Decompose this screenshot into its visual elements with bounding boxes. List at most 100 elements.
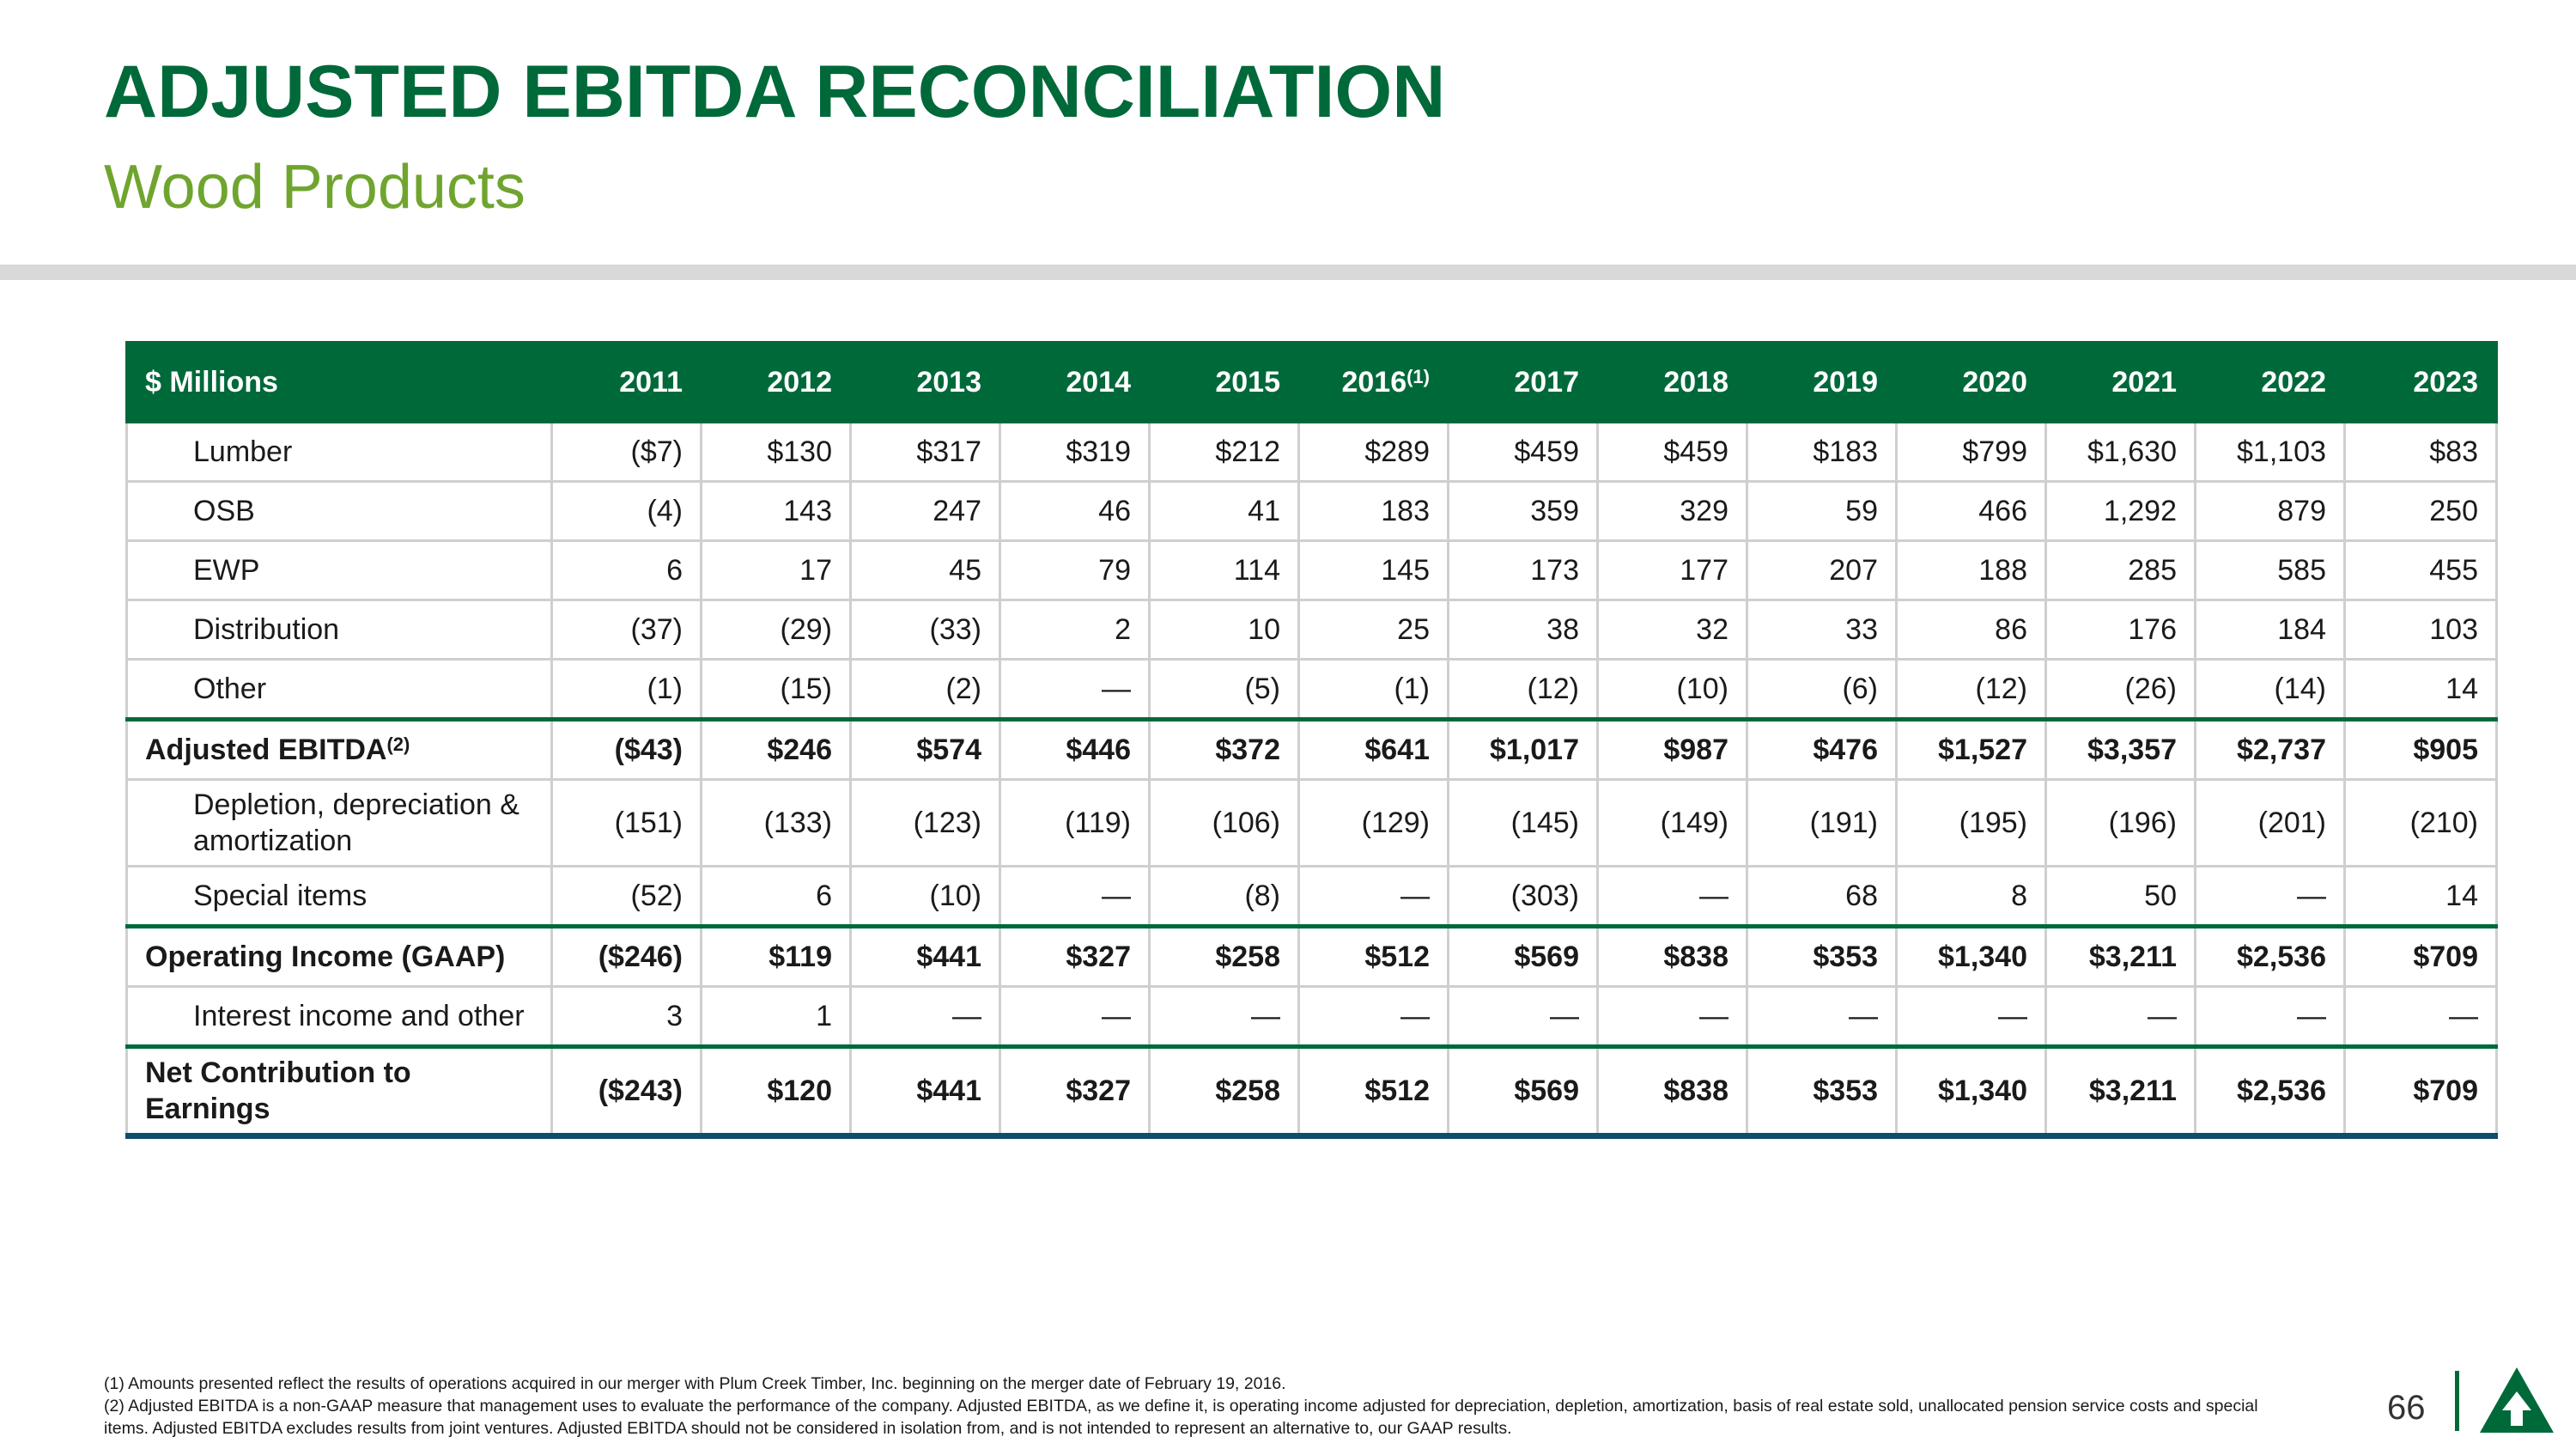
table-cell: $2,536 bbox=[2194, 1044, 2346, 1139]
table-cell: — bbox=[1447, 985, 1599, 1048]
table-cell: 359 bbox=[1447, 480, 1599, 542]
column-header-text: 2016 bbox=[1341, 365, 1407, 399]
column-header: 2015 bbox=[1148, 341, 1300, 423]
table-cell: ($246) bbox=[550, 924, 702, 988]
table-cell: 184 bbox=[2194, 599, 2346, 661]
table-cell: (8) bbox=[1148, 865, 1300, 928]
table-cell: 86 bbox=[1895, 599, 2047, 661]
table-cell: 10 bbox=[1148, 599, 1300, 661]
table-cell: 33 bbox=[1746, 599, 1898, 661]
row-label: Interest income and other bbox=[125, 985, 553, 1048]
ebitda-reconciliation-table: $ Millions 2011 2012 2013 2014 2015 2016… bbox=[125, 341, 2498, 1139]
column-header: 2011 bbox=[550, 341, 702, 423]
table-cell: $838 bbox=[1596, 1044, 1748, 1139]
table-cell: $446 bbox=[999, 717, 1151, 781]
table-cell: 188 bbox=[1895, 539, 2047, 601]
table-cell: 1 bbox=[700, 985, 852, 1048]
row-label: Adjusted EBITDA(2) bbox=[125, 717, 553, 781]
table-cell: 41 bbox=[1148, 480, 1300, 542]
table-row: Distribution (37) (29) (33) 2 10 25 38 32 33 86 176… bbox=[125, 599, 2498, 661]
table-cell: — bbox=[1895, 985, 2047, 1048]
row-label-text: Lumber bbox=[193, 435, 293, 468]
table-cell: $799 bbox=[1895, 421, 2047, 483]
table-cell: (4) bbox=[550, 480, 702, 542]
table-cell: $905 bbox=[2343, 717, 2498, 781]
table-cell: — bbox=[999, 865, 1151, 928]
table-cell: $317 bbox=[849, 421, 1001, 483]
table-cell: 14 bbox=[2343, 865, 2498, 928]
table-cell: — bbox=[1596, 985, 1748, 1048]
table-row: OSB (4) 143 247 46 41 183 359 329 59 466 1,292 879 25… bbox=[125, 480, 2498, 542]
table-cell: $327 bbox=[999, 924, 1151, 988]
table-cell: $130 bbox=[700, 421, 852, 483]
table-cell: 3 bbox=[550, 985, 702, 1048]
table-row: Other (1) (15) (2) — (5) (1) (12) (10) (6) (12) (26… bbox=[125, 658, 2498, 721]
table-cell: $319 bbox=[999, 421, 1151, 483]
table-cell: — bbox=[2194, 985, 2346, 1048]
corner-label: $ Millions bbox=[125, 341, 553, 423]
table-cell: $120 bbox=[700, 1044, 852, 1139]
footnote-marker: (2) bbox=[386, 733, 410, 755]
table-cell: $574 bbox=[849, 717, 1001, 781]
table-cell: — bbox=[1297, 865, 1449, 928]
table-cell: $1,340 bbox=[1895, 924, 2047, 988]
table-cell: (1) bbox=[1297, 658, 1449, 721]
table-cell: (149) bbox=[1596, 778, 1748, 868]
column-header: 2016(1) bbox=[1297, 341, 1449, 423]
footnote: (1) Amounts presented reflect the result… bbox=[104, 1374, 1286, 1393]
footnotes: (1) Amounts presented reflect the result… bbox=[104, 1373, 2302, 1440]
column-header: 2014 bbox=[999, 341, 1151, 423]
footnote-marker: (1) bbox=[1406, 365, 1430, 387]
row-label-text: EWP bbox=[193, 553, 260, 587]
row-label: Lumber bbox=[125, 421, 553, 483]
table-cell: 103 bbox=[2343, 599, 2498, 661]
table-cell: 329 bbox=[1596, 480, 1748, 542]
table-cell: (195) bbox=[1895, 778, 2047, 868]
table-cell: 14 bbox=[2343, 658, 2498, 721]
column-header: 2020 bbox=[1895, 341, 2047, 423]
table-cell: (151) bbox=[550, 778, 702, 868]
row-label: OSB bbox=[125, 480, 553, 542]
table-row: Lumber ($7) $130 $317 $319 $212 $289 $459 $459 $1… bbox=[125, 421, 2498, 483]
table-cell: 1,292 bbox=[2044, 480, 2196, 542]
row-label: Other bbox=[125, 658, 553, 721]
table-cell: (210) bbox=[2343, 778, 2498, 868]
table-cell: $3,211 bbox=[2044, 1044, 2196, 1139]
table-cell: 46 bbox=[999, 480, 1151, 542]
table-cell: $441 bbox=[849, 924, 1001, 988]
row-label: EWP bbox=[125, 539, 553, 601]
table-cell: $987 bbox=[1596, 717, 1748, 781]
table-cell: 183 bbox=[1297, 480, 1449, 542]
table-cell: (6) bbox=[1746, 658, 1898, 721]
row-label: Special items bbox=[125, 865, 553, 928]
table-cell: 176 bbox=[2044, 599, 2196, 661]
table-cell: 8 bbox=[1895, 865, 2047, 928]
table-cell: $709 bbox=[2343, 1044, 2498, 1139]
table-cell: $353 bbox=[1746, 1044, 1898, 1139]
table-cell: (52) bbox=[550, 865, 702, 928]
table-cell: — bbox=[2044, 985, 2196, 1048]
table-row: Depletion, depreciation & amortization (1… bbox=[125, 778, 2498, 868]
table-cell: $183 bbox=[1746, 421, 1898, 483]
table-cell: $569 bbox=[1447, 1044, 1599, 1139]
table-cell: 207 bbox=[1746, 539, 1898, 601]
page-subtitle: Wood Products bbox=[104, 153, 526, 222]
table-cell: $459 bbox=[1596, 421, 1748, 483]
page-number-divider bbox=[2455, 1371, 2459, 1431]
table-cell: $119 bbox=[700, 924, 852, 988]
row-label: Distribution bbox=[125, 599, 553, 661]
row-label-text: Interest income and other bbox=[193, 999, 525, 1032]
table-cell: — bbox=[1148, 985, 1300, 1048]
table-cell: 250 bbox=[2343, 480, 2498, 542]
table-cell: $258 bbox=[1148, 1044, 1300, 1139]
table-cell: — bbox=[1746, 985, 1898, 1048]
table-cell: $3,211 bbox=[2044, 924, 2196, 988]
table-cell: (123) bbox=[849, 778, 1001, 868]
tree-arrow-logo-icon bbox=[2480, 1367, 2554, 1433]
table-cell: 17 bbox=[700, 539, 852, 601]
column-header: 2017 bbox=[1447, 341, 1599, 423]
table-cell: 50 bbox=[2044, 865, 2196, 928]
table-cell: $1,017 bbox=[1447, 717, 1599, 781]
table-cell: (10) bbox=[849, 865, 1001, 928]
table-cell: (1) bbox=[550, 658, 702, 721]
